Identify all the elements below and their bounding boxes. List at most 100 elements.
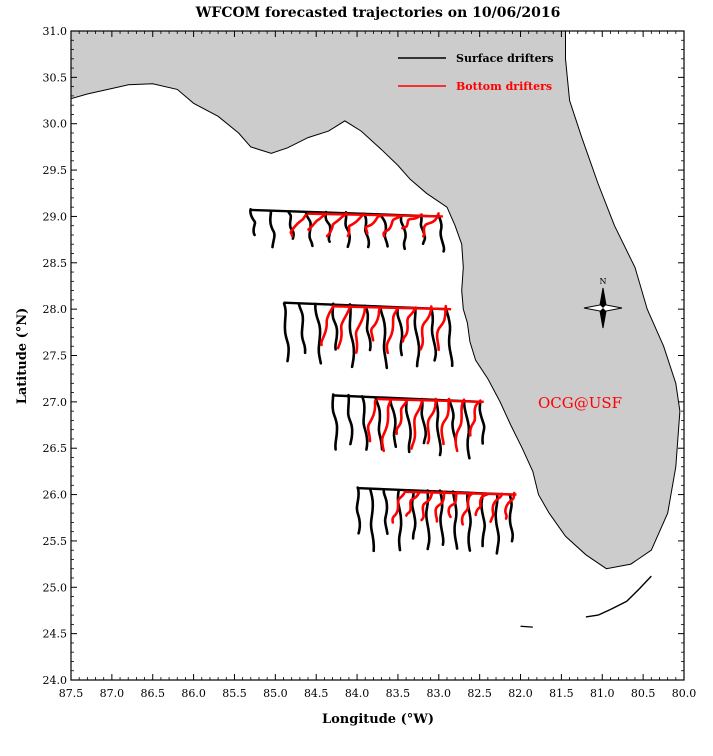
bottom-drifter-track [366,399,377,443]
y-tick-label: 29.5 [43,164,68,177]
y-tick-label: 28.5 [43,257,68,270]
bottom-drifter-track [385,307,399,355]
surface-drifter-track [314,302,323,365]
surface-drifter-track [478,401,486,445]
drifter-trajectories [249,208,517,555]
bottom-drifter-track [468,399,482,437]
y-tick-label: 29.0 [43,210,68,223]
x-tick-label: 83.5 [386,687,411,700]
florida-coastline [70,30,681,628]
compass-north-label: N [600,277,607,286]
bottom-drifter-track [440,397,451,446]
florida-keys [626,588,640,602]
bottom-drifter-track [426,397,437,445]
bottom-release-line [376,397,484,404]
surface-drifter-track [420,397,427,445]
y-tick-label: 24.5 [43,628,68,641]
bottom-drifter-track [380,399,392,453]
y-tick-label: 28.0 [43,303,68,316]
surface-drifter-track [348,303,356,369]
surface-drifter-track [447,398,457,443]
surface-drifter-track [282,302,290,363]
x-axis-label: Longitude (°W) [322,712,434,727]
y-tick-label: 31.0 [43,25,68,38]
surface-drifter-track [324,210,332,243]
bottom-drifter-track [325,212,348,238]
bottom-drifter-track [401,213,423,230]
surface-drifter-track [346,393,354,446]
bottom-drifter-track [307,212,328,232]
y-tick-label: 26.5 [43,442,68,455]
bottom-drifter-track [420,490,434,522]
legend-surface-label: Surface drifters [456,52,554,65]
y-tick-label: 25.0 [43,581,68,594]
bottom-drifter-track [395,399,409,435]
surface-drifter-track [508,493,514,543]
surface-drifter-track [363,304,372,352]
surface-drifter-track [331,393,339,451]
surface-drifter-track [389,397,398,448]
y-tick-label: 30.5 [43,71,68,84]
y-tick-label: 26.0 [43,489,68,502]
bottom-drifter-track [405,491,421,517]
surface-drifter-track [287,210,295,240]
bottom-drifter-track [370,306,382,342]
surface-drifter-track [344,211,351,249]
x-tick-label: 87.5 [59,687,84,700]
bottom-drifter-track [410,398,424,450]
bottom-drifter-track [391,492,406,524]
land-mass [70,30,681,570]
x-tick-label: 84.0 [345,687,370,700]
x-tick-label: 81.0 [590,687,615,700]
x-tick-label: 87.0 [100,687,125,700]
y-tick-label: 24.0 [43,674,68,687]
florida-keys [610,600,628,611]
surface-drifter-track [434,397,442,457]
surface-drifter-track [480,492,486,548]
surface-drifter-track [249,208,257,237]
surface-drifter-track [444,306,454,367]
compass-rose: N [583,277,623,329]
surface-drifter-track [413,306,421,368]
marquesas-keys [520,625,533,628]
surface-drifter-track [404,397,412,454]
x-tick-label: 82.5 [467,687,492,700]
bottom-drifter-track [354,305,367,354]
bottom-drifter-track [382,214,403,238]
florida-keys [585,614,599,618]
bottom-drifter-track [364,214,383,235]
x-tick-label: 85.0 [263,687,288,700]
bottom-drifter-track [401,306,417,343]
surface-drifter-track [297,302,307,355]
surface-drifter-track [355,486,362,535]
surface-drifter-track [360,395,369,451]
legend-bottom-label: Bottom drifters [456,80,552,93]
bottom-drifter-track [435,304,448,351]
x-tick-label: 82.0 [508,687,533,700]
surface-drifter-track [462,399,471,460]
surface-drifter-track [419,214,427,245]
x-tick-label: 83.0 [427,687,452,700]
surface-drifter-track [269,209,276,249]
bottom-drifter-track [447,490,460,519]
surface-drifter-track [494,493,500,555]
x-tick-label: 80.5 [631,687,656,700]
y-tick-label: 27.0 [43,396,68,409]
y-tick-label: 25.5 [43,535,68,548]
ocg-usf-label: OCG@USF [538,394,622,412]
x-tick-label: 85.5 [222,687,247,700]
chart-title: WFCOM forecasted trajectories on 10/06/2… [195,5,561,21]
bottom-drifter-track [419,305,433,351]
surface-drifter-track [429,306,438,362]
surface-drifter-track [379,306,389,370]
bottom-drifter-track [489,492,504,523]
bottom-drifter-track [289,213,307,238]
bottom-drifter-track [460,491,475,526]
bottom-drifter-track [504,491,516,520]
bottom-drifter-track [320,305,335,347]
surface-drifter-track [399,214,407,251]
plot-axes: 87.5 87.0 86.5 86.0 85.5 85.0 84.5 84.0 83.5 83.0… [43,25,697,700]
surface-drifter-track [374,396,384,451]
bottom-drifter-track [434,490,446,523]
